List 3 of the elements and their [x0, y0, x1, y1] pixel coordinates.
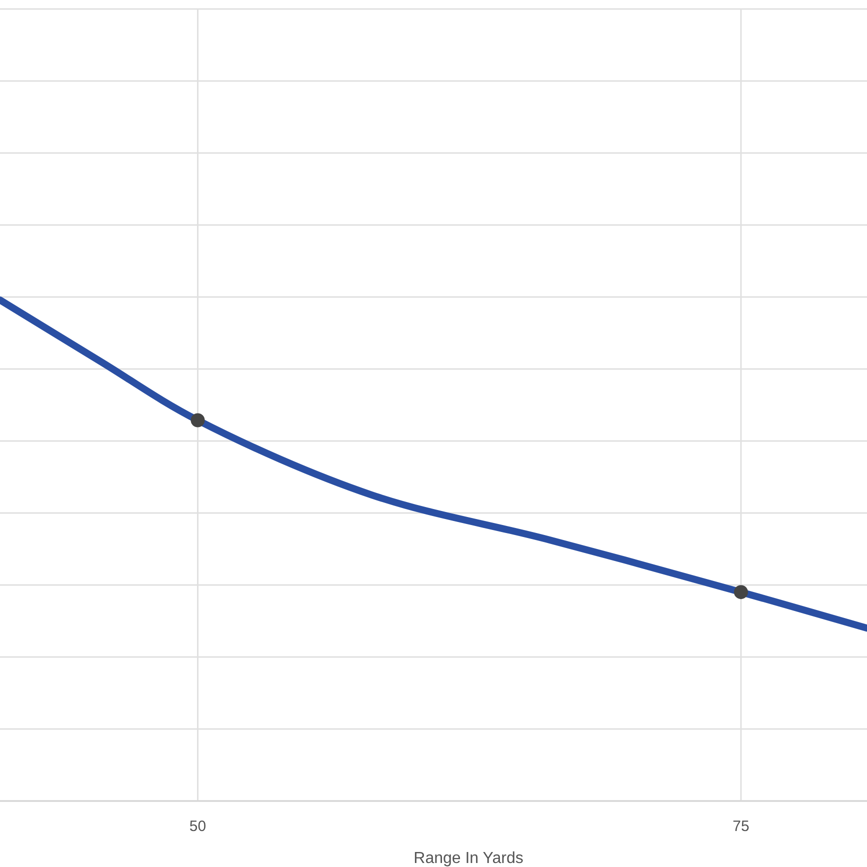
x-tick-label: 75	[732, 818, 750, 835]
x-axis-title: Range In Yards	[414, 850, 524, 867]
x-tick-label: 50	[189, 818, 206, 835]
